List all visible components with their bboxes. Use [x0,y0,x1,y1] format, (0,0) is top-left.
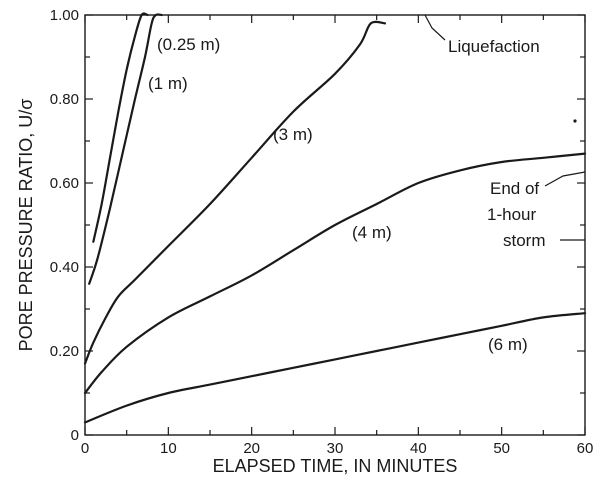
x-tick-label: 20 [243,440,260,457]
series-line-0 [92,12,149,243]
storm-label-line3: storm [503,231,546,250]
storm-leader-top [544,171,586,187]
series-line-1 [88,13,163,285]
series-label-3m: (3 m) [273,125,313,144]
series-label-1m: (1 m) [148,74,188,93]
y-tick-label: 0.20 [50,343,79,360]
x-tick-label: 60 [577,440,594,457]
x-tick-label: 40 [410,440,427,457]
y-axis-title: PORE PRESSURE RATIO, U/σ [16,99,36,352]
series-line-2 [83,20,387,365]
curves [83,12,587,424]
y-tick-label: 0 [71,427,79,444]
tick-labels: 0 10 20 30 40 50 60 0 0.20 0.40 0.60 0.80 1.00 [50,7,594,457]
liquefaction-leader [424,14,446,41]
stray-mark [573,119,577,123]
y-tick-label: 0.40 [50,259,79,276]
series-label-6m: (6 m) [488,335,528,354]
series-line-4 [83,312,587,424]
x-tick-label: 50 [493,440,510,457]
storm-label-line2: 1-hour [487,205,536,224]
x-tick-label: 0 [81,440,89,457]
y-tick-label: 0.80 [50,91,79,108]
ticks [84,14,586,436]
x-tick-label: 30 [327,440,344,457]
y-tick-label: 0.60 [50,175,79,192]
series-label-4m: (4 m) [352,223,392,242]
liquefaction-label: Liquefaction [448,37,540,56]
x-tick-label: 10 [160,440,177,457]
x-axis-title: ELAPSED TIME, IN MINUTES [213,456,458,476]
series-label-0-25m: (0.25 m) [157,35,220,54]
y-tick-label: 1.00 [50,7,79,24]
series-line-3 [83,152,587,395]
storm-label-line1: End of [490,179,539,198]
